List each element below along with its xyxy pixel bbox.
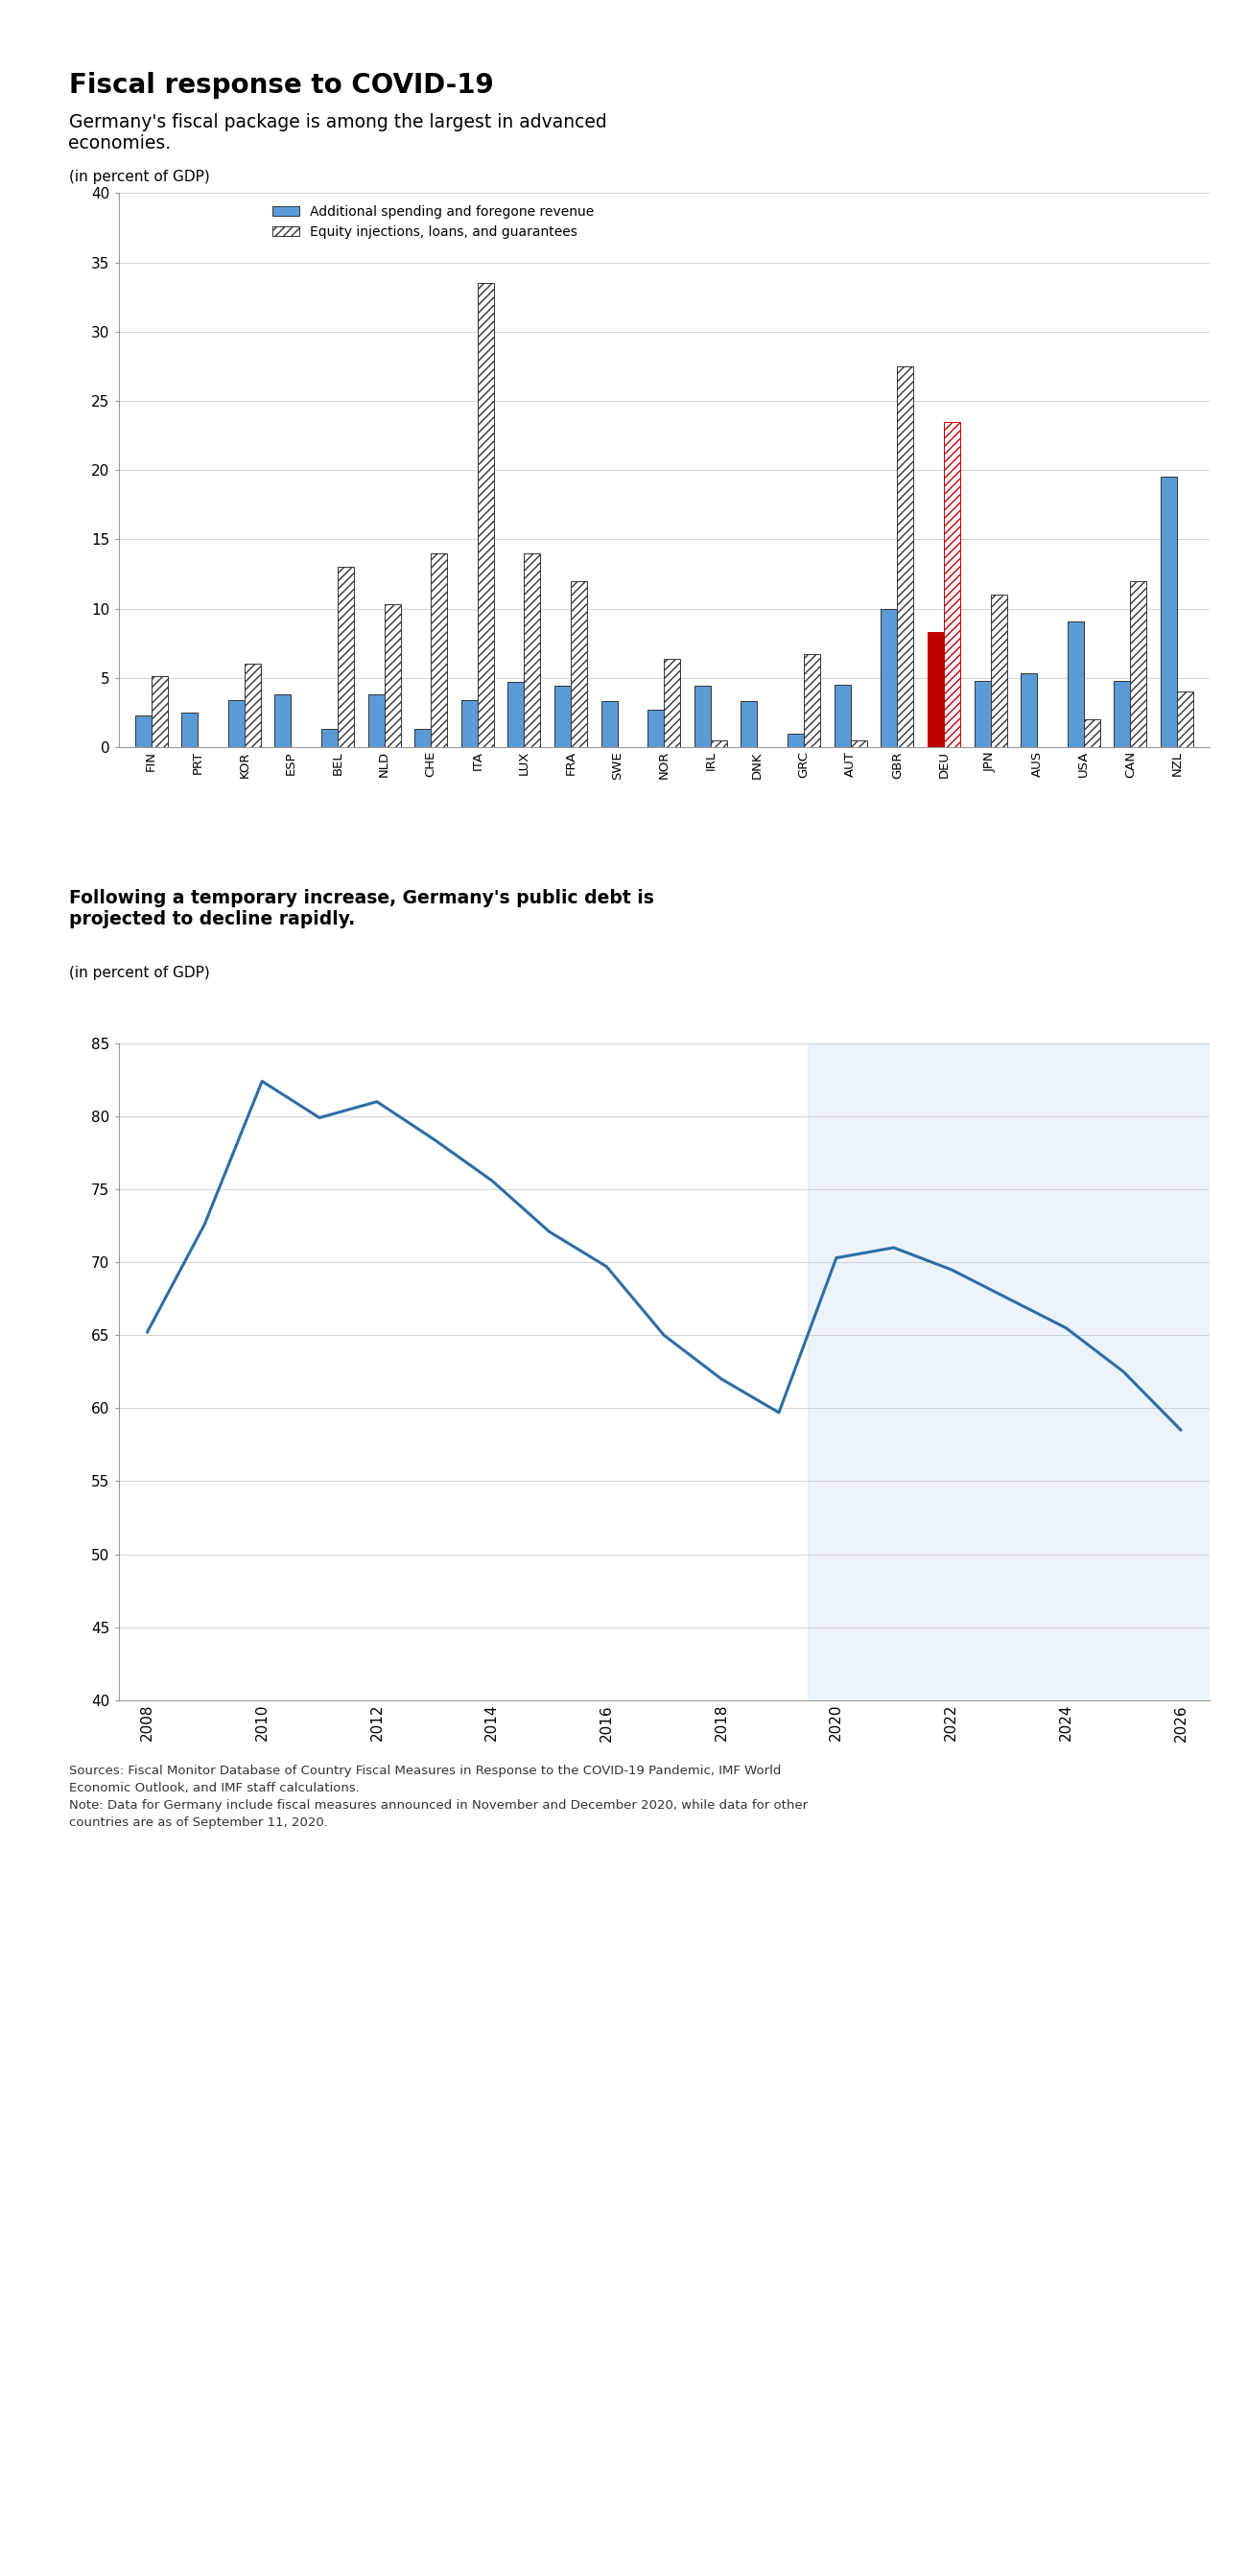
Bar (1021, 675, 1038, 747)
Legend: Additional spending and foregone revenue, Equity injections, loans, and guarante: Additional spending and foregone revenue… (267, 201, 599, 245)
Bar (1130, 582, 1147, 747)
Bar (461, 701, 478, 747)
Bar (322, 729, 338, 747)
Bar (850, 739, 867, 747)
Bar (808, 1043, 1210, 1700)
Bar (1177, 690, 1193, 747)
Text: (in percent of GDP): (in percent of GDP) (69, 170, 209, 185)
Bar (571, 582, 587, 747)
Bar (228, 701, 244, 747)
Text: Sources: Fiscal Monitor Database of Country Fiscal Measures in Response to the C: Sources: Fiscal Monitor Database of Coun… (69, 1765, 807, 1829)
Text: Fiscal response to COVID-19: Fiscal response to COVID-19 (69, 72, 494, 98)
Text: (in percent of GDP): (in percent of GDP) (69, 966, 209, 981)
Bar (647, 708, 663, 747)
Bar (741, 701, 757, 747)
Bar (338, 567, 354, 747)
Bar (944, 422, 960, 747)
Text: INTERNATIONAL MONETARY FUND: INTERNATIONAL MONETARY FUND (445, 2496, 802, 2514)
Bar (1161, 477, 1177, 747)
Bar (695, 685, 711, 747)
Bar (181, 714, 198, 747)
Bar (414, 729, 431, 747)
Bar (555, 685, 571, 747)
Bar (151, 677, 167, 747)
Bar (524, 554, 540, 747)
Bar (135, 716, 151, 747)
Text: Germany's fiscal package is among the largest in advanced
economies.: Germany's fiscal package is among the la… (69, 113, 606, 152)
Text: Following a temporary increase, Germany's public debt is
projected to decline ra: Following a temporary increase, Germany'… (69, 889, 653, 927)
Bar (711, 739, 727, 747)
Bar (928, 631, 944, 747)
Bar (834, 685, 850, 747)
Bar (384, 605, 400, 747)
Bar (1114, 680, 1130, 747)
Bar (1084, 719, 1100, 747)
Bar (804, 654, 821, 747)
Bar (897, 366, 914, 747)
Bar (368, 696, 384, 747)
Bar (1067, 621, 1084, 747)
Bar (663, 659, 681, 747)
Bar (974, 680, 990, 747)
Bar (601, 701, 617, 747)
Bar (431, 554, 448, 747)
Bar (478, 283, 494, 747)
Bar (788, 734, 804, 747)
Bar (508, 683, 524, 747)
Bar (244, 665, 261, 747)
Bar (990, 595, 1006, 747)
Bar (880, 608, 897, 747)
Bar (274, 696, 291, 747)
